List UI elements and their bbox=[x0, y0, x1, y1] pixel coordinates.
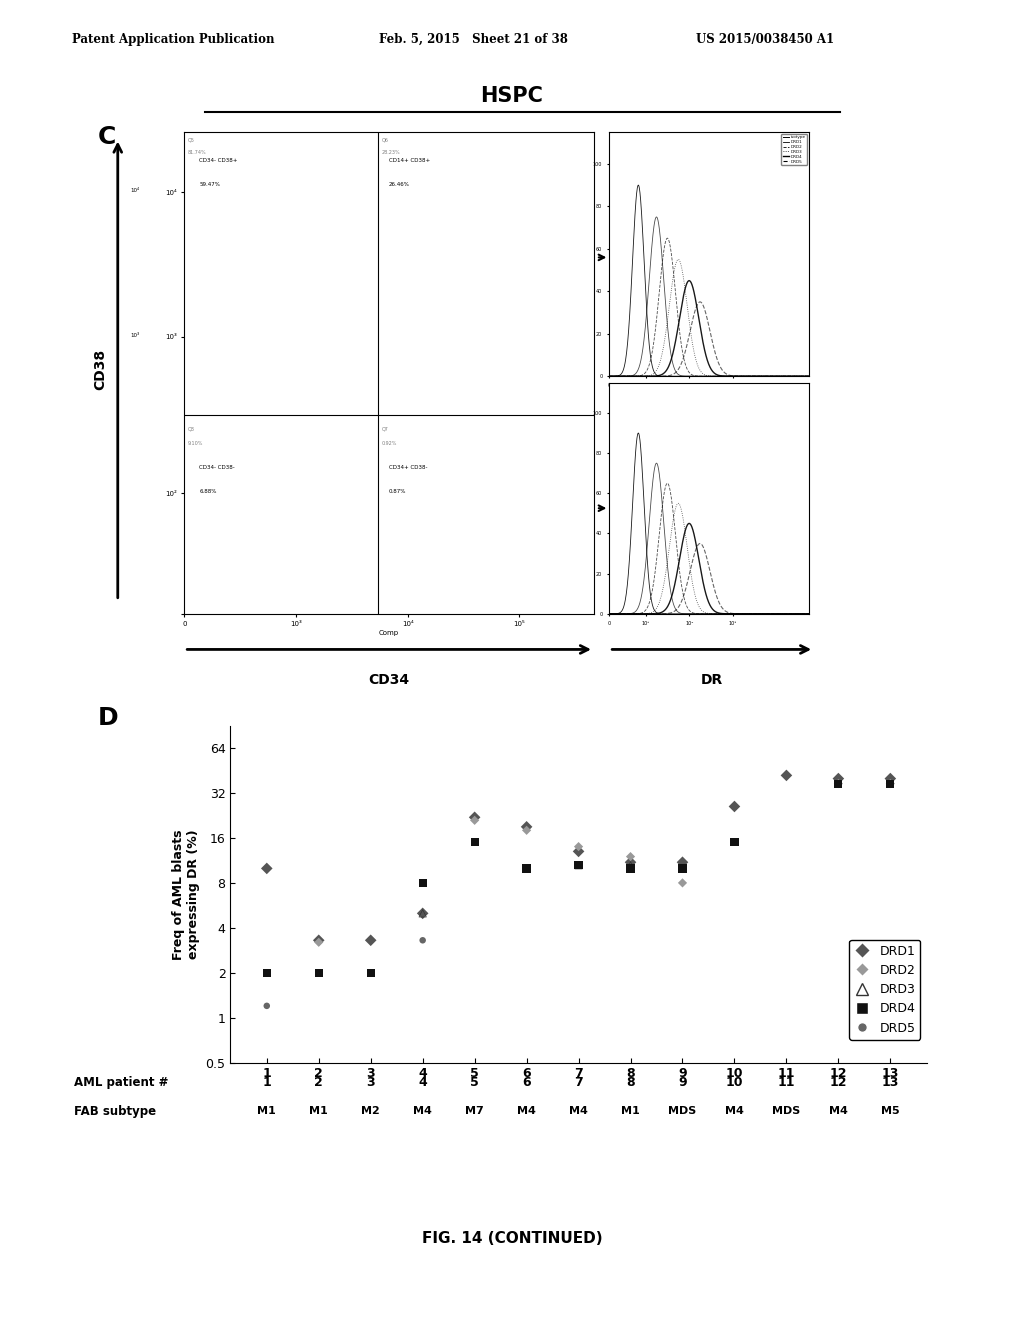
Point bbox=[674, 873, 690, 894]
Text: 13: 13 bbox=[882, 1076, 899, 1089]
Point bbox=[518, 820, 535, 841]
Text: 7: 7 bbox=[574, 1076, 583, 1089]
Text: Q6: Q6 bbox=[382, 137, 388, 143]
Text: 8: 8 bbox=[627, 1076, 635, 1089]
Point bbox=[467, 807, 483, 828]
Text: CD34+ CD38-: CD34+ CD38- bbox=[389, 465, 428, 470]
Point bbox=[467, 809, 483, 830]
Point bbox=[570, 854, 587, 875]
Text: MDS: MDS bbox=[669, 1106, 696, 1117]
Text: 81.74%: 81.74% bbox=[188, 149, 207, 154]
Y-axis label: Freq of AML blasts
expressing DR (%): Freq of AML blasts expressing DR (%) bbox=[172, 829, 200, 960]
Text: 4: 4 bbox=[418, 1076, 427, 1089]
Text: Q7: Q7 bbox=[382, 426, 388, 432]
Point bbox=[415, 903, 431, 924]
Text: 10⁴: 10⁴ bbox=[130, 189, 139, 193]
Text: AML patient #: AML patient # bbox=[74, 1076, 168, 1089]
Text: M4: M4 bbox=[414, 1106, 432, 1117]
Text: 9: 9 bbox=[678, 1076, 687, 1089]
Text: 11: 11 bbox=[777, 1076, 796, 1089]
Text: 10: 10 bbox=[726, 1076, 743, 1089]
Text: 0.87%: 0.87% bbox=[389, 490, 407, 495]
Text: C: C bbox=[97, 125, 116, 149]
Point bbox=[259, 995, 275, 1016]
Text: CD14+ CD38+: CD14+ CD38+ bbox=[389, 158, 430, 164]
Text: M4: M4 bbox=[829, 1106, 848, 1117]
Point bbox=[882, 774, 898, 795]
Text: CD34: CD34 bbox=[369, 673, 410, 688]
Point bbox=[830, 774, 847, 795]
X-axis label: Comp: Comp bbox=[379, 630, 399, 636]
Text: HSPC: HSPC bbox=[480, 86, 544, 106]
Text: Patent Application Publication: Patent Application Publication bbox=[72, 33, 274, 46]
Text: Q8: Q8 bbox=[188, 426, 195, 432]
Text: FAB subtype: FAB subtype bbox=[74, 1105, 156, 1118]
Point bbox=[882, 774, 898, 795]
Point bbox=[362, 929, 379, 950]
Point bbox=[674, 851, 690, 873]
Point bbox=[467, 832, 483, 853]
Text: 1: 1 bbox=[262, 1076, 271, 1089]
Text: 6: 6 bbox=[522, 1076, 530, 1089]
Text: M4: M4 bbox=[569, 1106, 588, 1117]
Point bbox=[362, 962, 379, 983]
Text: MDS: MDS bbox=[772, 1106, 801, 1117]
Text: M1: M1 bbox=[622, 1106, 640, 1117]
Point bbox=[830, 768, 847, 789]
Point bbox=[570, 841, 587, 862]
Text: CD38: CD38 bbox=[93, 348, 108, 391]
Text: Q5: Q5 bbox=[188, 137, 195, 143]
Text: Feb. 5, 2015   Sheet 21 of 38: Feb. 5, 2015 Sheet 21 of 38 bbox=[379, 33, 567, 46]
Legend: DRD1, DRD2, DRD3, DRD4, DRD5: DRD1, DRD2, DRD3, DRD4, DRD5 bbox=[850, 940, 921, 1040]
Text: M5: M5 bbox=[881, 1106, 900, 1117]
Text: 12: 12 bbox=[829, 1076, 847, 1089]
Text: 2: 2 bbox=[314, 1076, 324, 1089]
Point bbox=[310, 962, 327, 983]
Point bbox=[778, 764, 795, 785]
Text: 26.46%: 26.46% bbox=[389, 182, 410, 187]
Point bbox=[570, 836, 587, 857]
Point bbox=[415, 873, 431, 894]
Text: 3: 3 bbox=[367, 1076, 375, 1089]
Point bbox=[726, 796, 742, 817]
Text: D: D bbox=[97, 706, 118, 730]
Text: US 2015/0038450 A1: US 2015/0038450 A1 bbox=[696, 33, 835, 46]
Point bbox=[518, 858, 535, 879]
Point bbox=[259, 858, 275, 879]
Point bbox=[259, 962, 275, 983]
Point bbox=[570, 854, 587, 875]
Point bbox=[623, 858, 639, 879]
Text: M1: M1 bbox=[257, 1106, 276, 1117]
Text: FIG. 14 (CONTINUED): FIG. 14 (CONTINUED) bbox=[422, 1230, 602, 1246]
Text: M4: M4 bbox=[517, 1106, 536, 1117]
Text: 10³: 10³ bbox=[130, 333, 139, 338]
Text: M7: M7 bbox=[465, 1106, 484, 1117]
Point bbox=[518, 816, 535, 837]
Text: M4: M4 bbox=[725, 1106, 743, 1117]
Text: M2: M2 bbox=[361, 1106, 380, 1117]
Point bbox=[310, 932, 327, 953]
Point bbox=[882, 768, 898, 789]
Text: 59.47%: 59.47% bbox=[200, 182, 220, 187]
Point bbox=[830, 774, 847, 795]
Text: CD34- CD38+: CD34- CD38+ bbox=[200, 158, 238, 164]
Text: DR: DR bbox=[700, 673, 723, 688]
Point bbox=[310, 929, 327, 950]
Text: 5: 5 bbox=[470, 1076, 479, 1089]
Point bbox=[415, 903, 431, 924]
Text: 6.88%: 6.88% bbox=[200, 490, 217, 495]
Point bbox=[674, 858, 690, 879]
Text: CD34- CD38-: CD34- CD38- bbox=[200, 465, 234, 470]
Text: 28.23%: 28.23% bbox=[382, 149, 400, 154]
Point bbox=[623, 851, 639, 873]
Text: 9.10%: 9.10% bbox=[188, 441, 204, 446]
Text: 0.92%: 0.92% bbox=[382, 441, 397, 446]
Point bbox=[415, 929, 431, 950]
Point bbox=[623, 854, 639, 875]
Point bbox=[623, 846, 639, 867]
Legend: isotype, DRD1, DRD2, DRD3, DRD4, DRD5: isotype, DRD1, DRD2, DRD3, DRD4, DRD5 bbox=[781, 135, 807, 165]
Point bbox=[726, 832, 742, 853]
Text: M1: M1 bbox=[309, 1106, 328, 1117]
